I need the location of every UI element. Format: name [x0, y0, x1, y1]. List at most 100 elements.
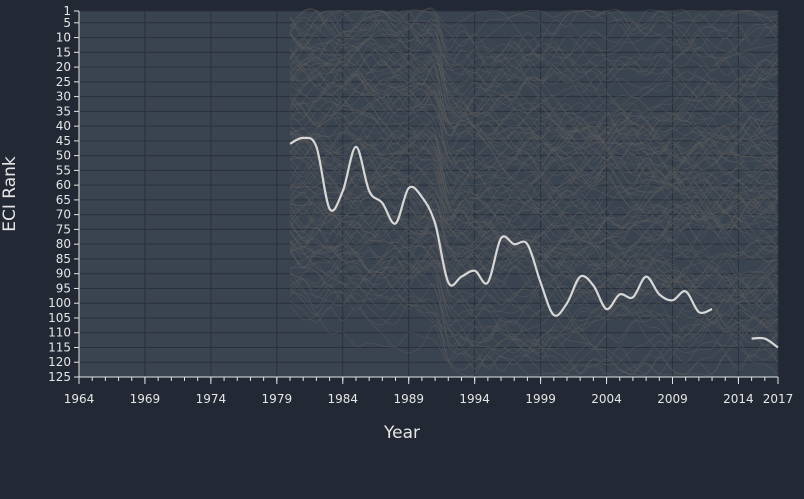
x-tick-label: 1999	[525, 392, 556, 406]
context-line	[289, 111, 779, 179]
context-line	[289, 139, 779, 228]
context-line	[289, 48, 779, 214]
x-tick-label: 1984	[328, 392, 359, 406]
context-line	[289, 235, 779, 306]
y-tick-label: 90	[56, 267, 71, 281]
context-line	[289, 70, 779, 179]
context-line	[289, 218, 779, 305]
y-tick-label: 50	[56, 149, 71, 163]
y-tick-label: 115	[48, 340, 71, 354]
context-line	[289, 26, 779, 128]
context-line	[289, 125, 779, 191]
context-line	[289, 279, 779, 376]
x-tick-label: 1964	[64, 392, 95, 406]
context-line	[289, 43, 779, 122]
context-line	[289, 57, 779, 202]
x-tick-label: 2014	[723, 392, 754, 406]
context-line	[289, 170, 779, 252]
context-line	[289, 41, 779, 221]
context-line	[289, 84, 779, 262]
x-tick-label: 2004	[591, 392, 622, 406]
context-line	[289, 56, 779, 165]
y-tick-label: 5	[63, 16, 71, 30]
context-line	[289, 206, 779, 279]
context-line	[289, 110, 779, 235]
context-line	[289, 248, 779, 375]
y-tick-label: 120	[48, 355, 71, 369]
y-axis: 1510152025303540455055606570758085909510…	[48, 4, 80, 384]
context-line	[289, 132, 779, 215]
context-line	[289, 186, 779, 346]
y-tick-label: 20	[56, 60, 71, 74]
context-line	[289, 95, 779, 172]
context-line	[289, 137, 779, 269]
x-tick-label: 1989	[393, 392, 424, 406]
y-tick-label: 55	[56, 163, 71, 177]
context-line	[289, 82, 779, 227]
context-lines	[289, 7, 779, 377]
context-line	[289, 62, 779, 213]
context-line	[289, 270, 779, 376]
context-line	[289, 7, 779, 60]
context-line	[289, 55, 779, 219]
context-line	[289, 255, 779, 350]
highlighted-series	[289, 136, 779, 349]
context-line	[289, 102, 779, 177]
y-tick-label: 25	[56, 75, 71, 89]
x-tick-label: 1969	[130, 392, 161, 406]
y-tick-label: 85	[56, 252, 71, 266]
x-tick-label: 2017	[763, 392, 794, 406]
y-tick-label: 30	[56, 90, 71, 104]
y-tick-label: 70	[56, 208, 71, 222]
context-line	[289, 8, 779, 92]
y-tick-label: 10	[56, 31, 71, 45]
highlighted-line	[289, 136, 713, 317]
context-line	[289, 243, 779, 377]
context-line	[289, 114, 779, 213]
context-line	[289, 257, 779, 375]
context-line	[289, 92, 779, 198]
context-line	[289, 191, 779, 371]
y-tick-label: 75	[56, 222, 71, 236]
context-line	[289, 10, 778, 56]
x-tick-label: 1979	[262, 392, 293, 406]
context-line	[289, 57, 779, 153]
y-tick-label: 125	[48, 370, 71, 384]
y-tick-label: 95	[56, 281, 71, 295]
y-tick-label: 105	[48, 311, 71, 325]
context-line	[289, 158, 779, 255]
y-tick-label: 15	[56, 45, 71, 59]
context-line	[289, 278, 779, 372]
context-line	[289, 251, 779, 355]
context-line	[289, 8, 779, 73]
y-tick-label: 1	[63, 4, 71, 18]
context-line	[289, 270, 779, 354]
context-line	[289, 163, 779, 340]
context-line	[289, 259, 779, 349]
context-line	[289, 113, 779, 185]
context-line	[289, 221, 779, 316]
context-line	[289, 59, 779, 154]
context-line	[289, 9, 779, 124]
y-tick-label: 100	[48, 296, 71, 310]
context-line	[289, 10, 779, 144]
context-line	[289, 104, 779, 234]
x-tick-label: 1974	[196, 392, 227, 406]
y-tick-label: 35	[56, 104, 71, 118]
context-line	[289, 252, 779, 375]
context-line	[289, 9, 779, 151]
context-line	[289, 171, 779, 277]
y-tick-label: 45	[56, 134, 71, 148]
context-line	[289, 37, 779, 114]
context-line	[289, 91, 779, 200]
context-line	[289, 167, 779, 270]
context-line	[289, 10, 779, 127]
context-line	[289, 75, 779, 174]
x-axis-title: Year	[383, 423, 420, 443]
x-tick-label: 1994	[459, 392, 490, 406]
y-tick-label: 110	[48, 326, 71, 340]
x-tick-label: 2009	[657, 392, 688, 406]
y-tick-label: 65	[56, 193, 71, 207]
context-line	[289, 15, 779, 85]
context-line	[289, 187, 779, 301]
